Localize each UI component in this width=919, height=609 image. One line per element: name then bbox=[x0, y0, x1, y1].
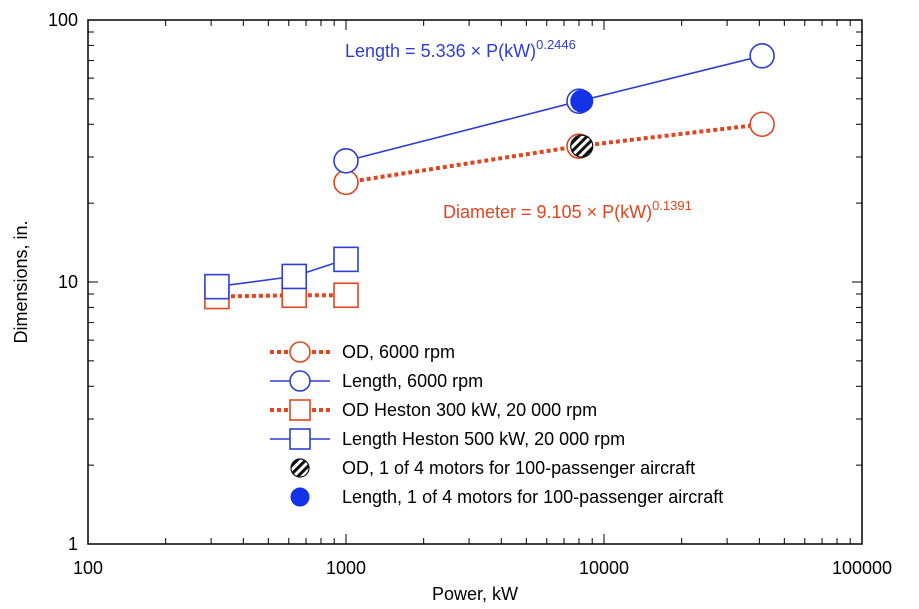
diameter-equation: Diameter = 9.105 × P(kW)0.1391 bbox=[443, 198, 692, 222]
y-axis-label: Dimensions, in. bbox=[11, 220, 31, 343]
series-line bbox=[345, 55, 763, 162]
legend-label: OD Heston 300 kW, 20 000 rpm bbox=[342, 400, 597, 420]
series-markers bbox=[333, 111, 775, 196]
length-equation: Length = 5.336 × P(kW)0.2446 bbox=[345, 37, 576, 61]
length-equation-base: Length = 5.336 × P(kW) bbox=[345, 41, 536, 61]
square-marker bbox=[333, 282, 359, 309]
circle-marker bbox=[333, 148, 359, 174]
y-tick-label: 100 bbox=[48, 10, 78, 30]
legend-label: Length Heston 500 kW, 20 000 rpm bbox=[342, 429, 625, 449]
diameter-equation-exponent: 0.1391 bbox=[652, 198, 692, 213]
square-marker bbox=[204, 273, 230, 300]
legend-label: Length, 6000 rpm bbox=[342, 371, 483, 391]
series-line bbox=[345, 122, 763, 185]
filled-circle-marker bbox=[290, 487, 310, 507]
x-tick-label: 10000 bbox=[579, 558, 629, 578]
legend-item: Length, 6000 rpm bbox=[270, 370, 483, 392]
x-tick-label: 1000 bbox=[326, 558, 366, 578]
x-tick-label: 100000 bbox=[832, 558, 892, 578]
circle-marker bbox=[289, 370, 311, 392]
y-tick-label: 1 bbox=[68, 534, 78, 554]
series-length-6000-rpm bbox=[345, 55, 763, 162]
legend-label: OD, 6000 rpm bbox=[342, 342, 455, 362]
filled-circle-marker bbox=[570, 89, 594, 113]
series-markers bbox=[570, 134, 594, 158]
hatched-circle-marker bbox=[570, 134, 594, 158]
circle-marker bbox=[333, 169, 359, 196]
circle-marker bbox=[749, 43, 775, 69]
legend: OD, 6000 rpm Length, 6000 rpm OD Heston 30… bbox=[270, 341, 723, 507]
legend-item: Length, 1 of 4 motors for 100-passenger … bbox=[290, 487, 723, 507]
length-equation-exponent: 0.2446 bbox=[536, 37, 576, 52]
circle-marker bbox=[289, 341, 311, 363]
legend-item: OD, 1 of 4 motors for 100-passenger airc… bbox=[290, 458, 695, 478]
legend-label: Length, 1 of 4 motors for 100-passenger … bbox=[342, 487, 723, 507]
annotations: Length = 5.336 × P(kW)0.2446 Diameter = … bbox=[345, 37, 692, 222]
legend-label: OD, 1 of 4 motors for 100-passenger airc… bbox=[342, 458, 695, 478]
hatched-circle-marker bbox=[290, 458, 310, 478]
diameter-equation-base: Diameter = 9.105 × P(kW) bbox=[443, 202, 652, 222]
axis-ticks bbox=[87, 19, 863, 545]
legend-item: Length Heston 500 kW, 20 000 rpm bbox=[270, 428, 625, 450]
circle-marker bbox=[749, 111, 775, 138]
y-tick-label: 10 bbox=[58, 272, 78, 292]
tick-labels: 100 1000 10000 100000 1 10 100 bbox=[48, 10, 892, 578]
square-marker bbox=[289, 428, 311, 450]
x-axis-label: Power, kW bbox=[432, 584, 518, 604]
square-marker bbox=[289, 399, 311, 421]
legend-item: OD, 6000 rpm bbox=[270, 341, 455, 363]
series-markers bbox=[570, 89, 594, 113]
square-marker bbox=[281, 263, 308, 290]
legend-item: OD Heston 300 kW, 20 000 rpm bbox=[270, 399, 597, 421]
x-tick-label: 100 bbox=[73, 558, 103, 578]
square-marker bbox=[333, 246, 359, 273]
series-od-6000-rpm bbox=[345, 122, 763, 185]
series-markers bbox=[204, 246, 359, 300]
series-layer bbox=[204, 43, 775, 310]
